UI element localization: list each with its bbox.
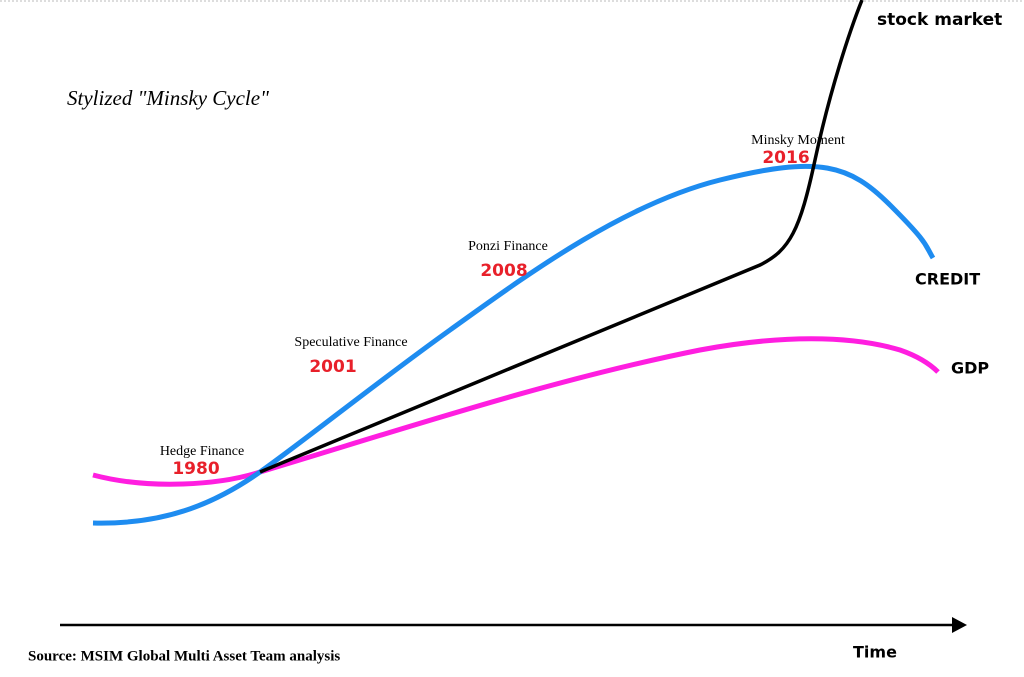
axis-arrow (952, 617, 967, 633)
gdp-curve (92, 336, 940, 487)
axis-label: Time (853, 643, 897, 662)
title: Stylized "Minsky Cycle" (67, 86, 269, 110)
stage-year: 1980 (172, 459, 219, 479)
stock-curve (259, 0, 864, 474)
credit-label: CREDIT (915, 270, 980, 289)
stock-label: stock market (877, 10, 1002, 30)
stage-label: Minsky Moment (751, 133, 845, 148)
stage-year: 2016 (762, 148, 809, 168)
stage-year: 2001 (309, 357, 356, 377)
source: Source: MSIM Global Multi Asset Team ana… (28, 648, 340, 664)
stage-label: Ponzi Finance (468, 239, 548, 254)
stage-label: Speculative Finance (294, 335, 407, 350)
stage-year: 2008 (480, 261, 527, 281)
stage-label: Hedge Finance (160, 444, 244, 459)
credit-curve (92, 163, 936, 526)
gdp-label: GDP (951, 359, 989, 378)
